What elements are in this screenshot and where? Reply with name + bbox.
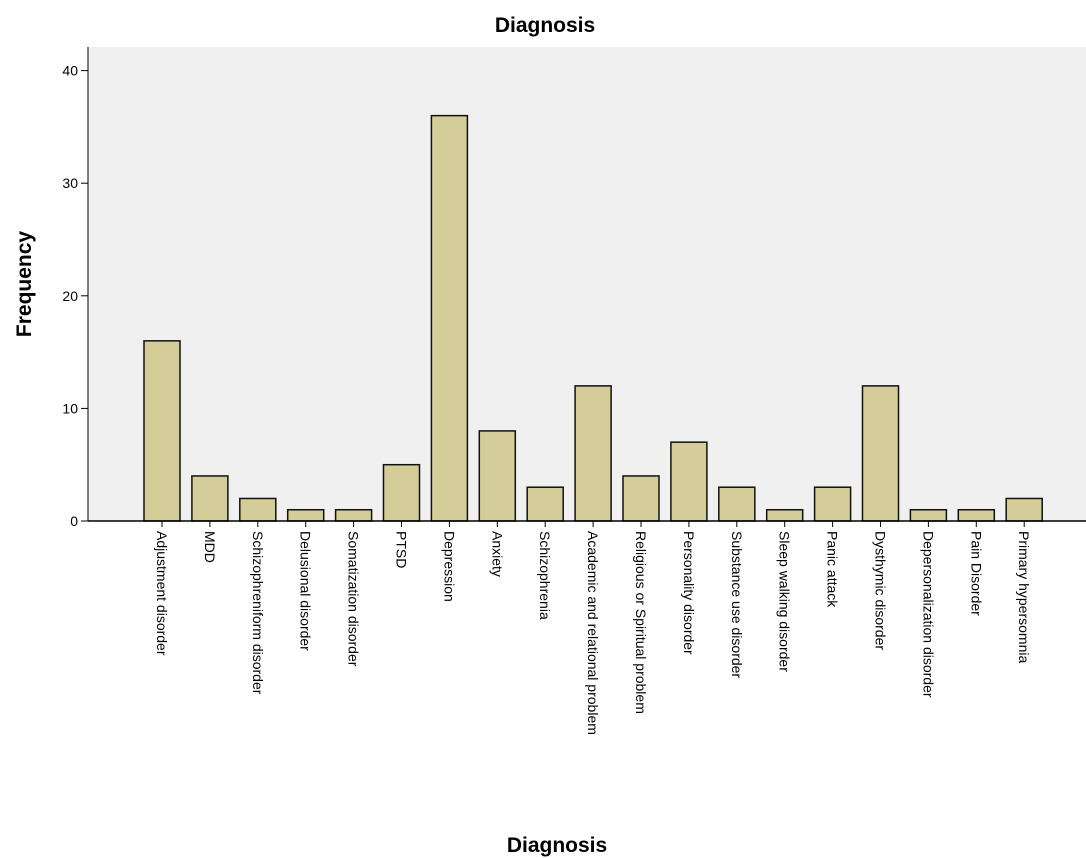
bar	[478, 430, 517, 522]
bar	[286, 508, 325, 522]
bar	[334, 508, 373, 522]
bar	[813, 486, 852, 522]
x-category-label: Depression	[441, 531, 457, 602]
y-tick-label: 40	[62, 63, 78, 79]
bar	[239, 497, 277, 522]
bar	[382, 463, 421, 522]
x-category-label: Personality disorder	[681, 531, 697, 655]
chart-title: Diagnosis	[495, 14, 595, 37]
bar	[191, 475, 229, 522]
bar	[909, 508, 948, 522]
x-category-label: Primary hypersomnia	[1016, 531, 1032, 663]
bar	[430, 114, 469, 522]
x-category-label: Panic attack	[825, 531, 841, 608]
x-axis-title: Diagnosis	[507, 834, 607, 857]
x-category-label: Delusional disorder	[298, 531, 314, 651]
bar	[718, 486, 756, 522]
x-category-label: Depersonalization disorder	[920, 531, 936, 698]
x-category-label: Religious or Spiritual problem	[633, 531, 649, 714]
bar	[957, 508, 996, 522]
bar	[622, 475, 660, 522]
x-category-label: Dysthymic disorder	[873, 531, 889, 650]
bar	[526, 486, 564, 522]
bar	[574, 385, 612, 522]
bars	[143, 114, 1043, 522]
x-category-label: Substance use disorder	[729, 531, 745, 678]
y-tick-label: 20	[62, 288, 78, 304]
bar	[765, 508, 804, 522]
x-category-label: Somatization disorder	[346, 531, 362, 667]
x-category-label: Pain Disorder	[968, 531, 984, 616]
y-axis-title: Frequency	[13, 231, 36, 338]
bar	[670, 441, 708, 522]
bar	[1005, 497, 1043, 522]
x-category-label: Adjustment disorder	[154, 531, 170, 656]
x-category-label: Schizophreniform disorder	[250, 531, 266, 695]
y-axis-ticks: 0 10 20 30 40	[62, 63, 88, 529]
x-category-label: Sleep walking disorder	[777, 531, 793, 672]
x-category-label: Academic and relational problem	[585, 531, 601, 735]
y-tick-label: 30	[62, 175, 78, 191]
x-category-label: Anxiety	[489, 531, 505, 577]
x-axis-categories: Adjustment disorder MDD Schizophreniform d…	[154, 521, 1032, 735]
x-category-label: Schizophrenia	[537, 531, 553, 620]
x-category-label: PTSD	[394, 531, 410, 568]
x-category-label: MDD	[202, 531, 218, 563]
y-tick-label: 10	[62, 400, 78, 416]
bar	[861, 385, 900, 522]
bar	[143, 340, 181, 522]
y-tick-label: 0	[70, 513, 78, 529]
